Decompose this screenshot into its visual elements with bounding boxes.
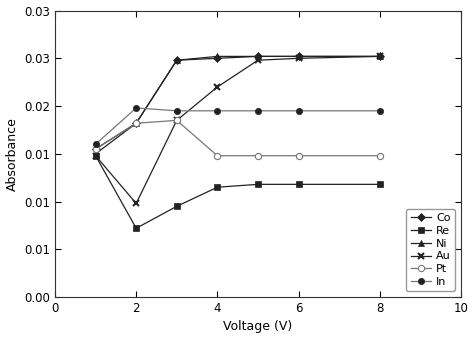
X-axis label: Voltage (V): Voltage (V) bbox=[223, 320, 292, 334]
Legend: Co, Re, Ni, Au, Pt, In: Co, Re, Ni, Au, Pt, In bbox=[406, 209, 456, 292]
Y-axis label: Absorbance: Absorbance bbox=[6, 117, 18, 191]
